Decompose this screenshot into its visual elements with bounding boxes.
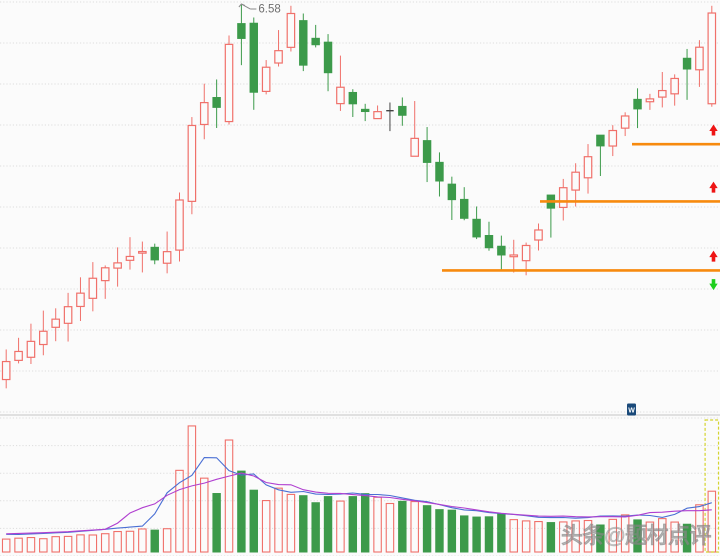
svg-text:6.58: 6.58 — [258, 4, 280, 16]
svg-text:W: W — [628, 408, 635, 415]
